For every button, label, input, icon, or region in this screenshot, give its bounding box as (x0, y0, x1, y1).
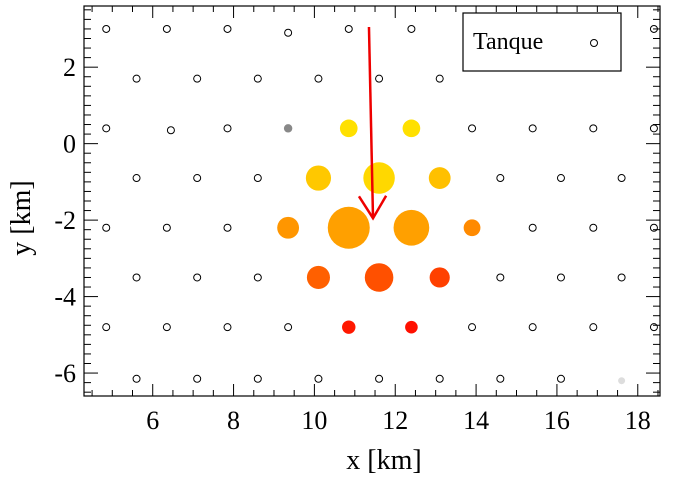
tank-marker (162, 223, 171, 232)
tank-marker (102, 223, 111, 232)
legend-box (462, 12, 622, 72)
signal-marker (393, 209, 430, 246)
tank-marker (556, 273, 565, 282)
y-tick-label: -2 (54, 206, 76, 235)
signal-marker (429, 267, 450, 288)
signal-marker (405, 320, 418, 334)
tank-marker (253, 273, 262, 282)
tank-marker (253, 374, 262, 383)
x-tick-label: 16 (544, 406, 570, 435)
arrow-head (357, 195, 388, 221)
tank-marker (649, 223, 658, 232)
x-tick-label: 8 (227, 406, 240, 435)
tank-marker (435, 74, 444, 83)
tank-marker (193, 374, 202, 383)
x-axis-title: x [km] (346, 445, 421, 476)
y-tick-label: 2 (63, 53, 76, 82)
tank-marker (253, 74, 262, 83)
tank-marker (468, 323, 477, 332)
y-tick-label: -6 (54, 359, 76, 388)
signal-marker (305, 165, 332, 191)
tank-marker (314, 374, 323, 383)
signal-marker (428, 167, 451, 189)
tank-marker (344, 24, 353, 33)
y-tick-label: -4 (54, 283, 76, 312)
tank-marker (102, 124, 111, 133)
tank-marker (132, 374, 141, 383)
tank-marker (407, 24, 416, 33)
signal-marker (327, 206, 370, 249)
tank-marker (166, 126, 175, 135)
tank-marker (223, 24, 232, 33)
tank-marker (649, 323, 658, 332)
x-tick-label: 14 (463, 406, 489, 435)
signal-marker (364, 263, 394, 292)
tank-marker (193, 273, 202, 282)
x-tick-label: 18 (625, 406, 651, 435)
tank-marker (284, 28, 293, 37)
y-tick-label: 0 (63, 130, 76, 159)
x-tick-label: 12 (382, 406, 408, 435)
tank-marker (132, 74, 141, 83)
arrow-shaft (367, 27, 375, 219)
signal-marker (342, 320, 356, 334)
tank-marker (132, 174, 141, 183)
tank-marker (253, 174, 262, 183)
tank-marker (314, 74, 323, 83)
signal-marker (339, 119, 358, 138)
tank-marker (496, 174, 505, 183)
tank-marker (223, 124, 232, 133)
tank-marker (617, 174, 626, 183)
y-axis-title: y [km] (6, 180, 37, 255)
tank-marker (589, 323, 598, 332)
tank-marker (435, 374, 444, 383)
tank-marker (193, 174, 202, 183)
tank-marker (528, 124, 537, 133)
tank-marker (589, 223, 598, 232)
tank-marker (132, 273, 141, 282)
signal-marker (306, 265, 330, 290)
tank-marker (375, 374, 384, 383)
x-tick-label: 10 (301, 406, 327, 435)
tank-marker (162, 323, 171, 332)
legend-label: Tanque (473, 29, 543, 55)
tank-marker (102, 323, 111, 332)
x-tick-label: 6 (146, 406, 159, 435)
tank-marker (496, 374, 505, 383)
tank-marker (617, 273, 626, 282)
tank-marker (556, 174, 565, 183)
legend: Tanque (462, 12, 622, 72)
tank-marker (468, 124, 477, 133)
tank-marker (528, 223, 537, 232)
tank-marker (589, 124, 598, 133)
tank-marker (649, 124, 658, 133)
tank-marker (102, 24, 111, 33)
tank-marker (375, 74, 384, 83)
tank-marker (284, 323, 293, 332)
signal-marker (283, 124, 293, 133)
signal-marker (402, 119, 421, 138)
signal-marker (277, 216, 300, 239)
signal-marker (463, 219, 481, 237)
signal-marker (618, 377, 626, 385)
tank-marker (193, 74, 202, 83)
legend-marker (590, 39, 598, 47)
tank-marker (223, 323, 232, 332)
tank-marker (496, 273, 505, 282)
tank-marker (556, 374, 565, 383)
tank-marker (162, 24, 171, 33)
tank-marker (528, 323, 537, 332)
tank-marker (223, 223, 232, 232)
signal-marker (363, 162, 395, 194)
